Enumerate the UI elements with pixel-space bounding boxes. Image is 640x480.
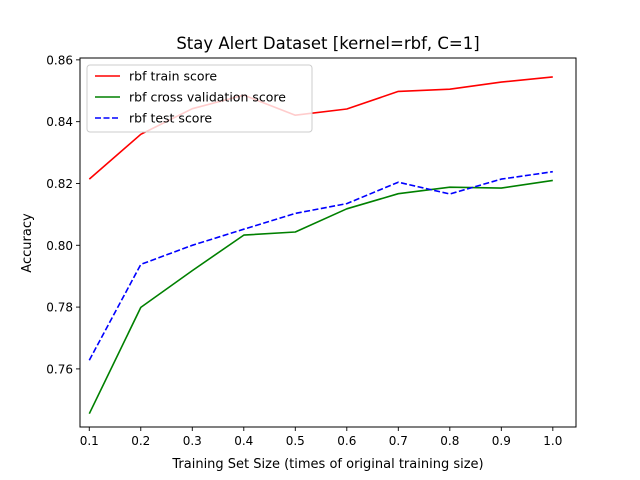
x-tick-label: 0.9 <box>492 434 511 448</box>
y-axis: 0.76 0.78 0.80 0.82 0.84 0.86 <box>46 53 80 376</box>
legend-label-2: rbf cross validation score <box>129 90 286 105</box>
y-tick-label: 0.78 <box>46 301 73 315</box>
chart-title: Stay Alert Dataset [kernel=rbf, C=1] <box>176 34 479 53</box>
x-tick-label: 0.4 <box>234 434 253 448</box>
x-tick-label: 0.3 <box>183 434 202 448</box>
x-tick-label: 0.8 <box>440 434 459 448</box>
y-tick-label: 0.84 <box>46 115 73 129</box>
x-tick-label: 0.5 <box>286 434 305 448</box>
series-line-3 <box>88 170 553 361</box>
x-axis: 0.1 0.2 0.3 0.4 0.5 0.6 0.7 0.8 0.9 1.0 <box>80 427 562 448</box>
x-axis-label: Training Set Size (times of original tra… <box>171 457 483 472</box>
x-tick-label: 0.6 <box>337 434 356 448</box>
y-tick-label: 0.86 <box>46 53 73 67</box>
y-tick-label: 0.76 <box>46 362 73 376</box>
x-tick-label: 1.0 <box>543 434 562 448</box>
legend: rbf train score rbf cross validation scor… <box>86 64 313 133</box>
y-tick-label: 0.80 <box>46 239 73 253</box>
x-tick-label: 0.2 <box>131 434 150 448</box>
series-line-2 <box>88 179 553 415</box>
legend-label-1: rbf train score <box>129 69 217 84</box>
x-tick-label: 0.7 <box>389 434 408 448</box>
x-tick-label: 0.1 <box>80 434 99 448</box>
y-axis-label: Accuracy <box>20 213 35 273</box>
y-tick-label: 0.82 <box>46 177 73 191</box>
legend-label-3: rbf test score <box>129 111 212 126</box>
legend-box <box>86 64 313 133</box>
plot-frame <box>79 57 577 428</box>
